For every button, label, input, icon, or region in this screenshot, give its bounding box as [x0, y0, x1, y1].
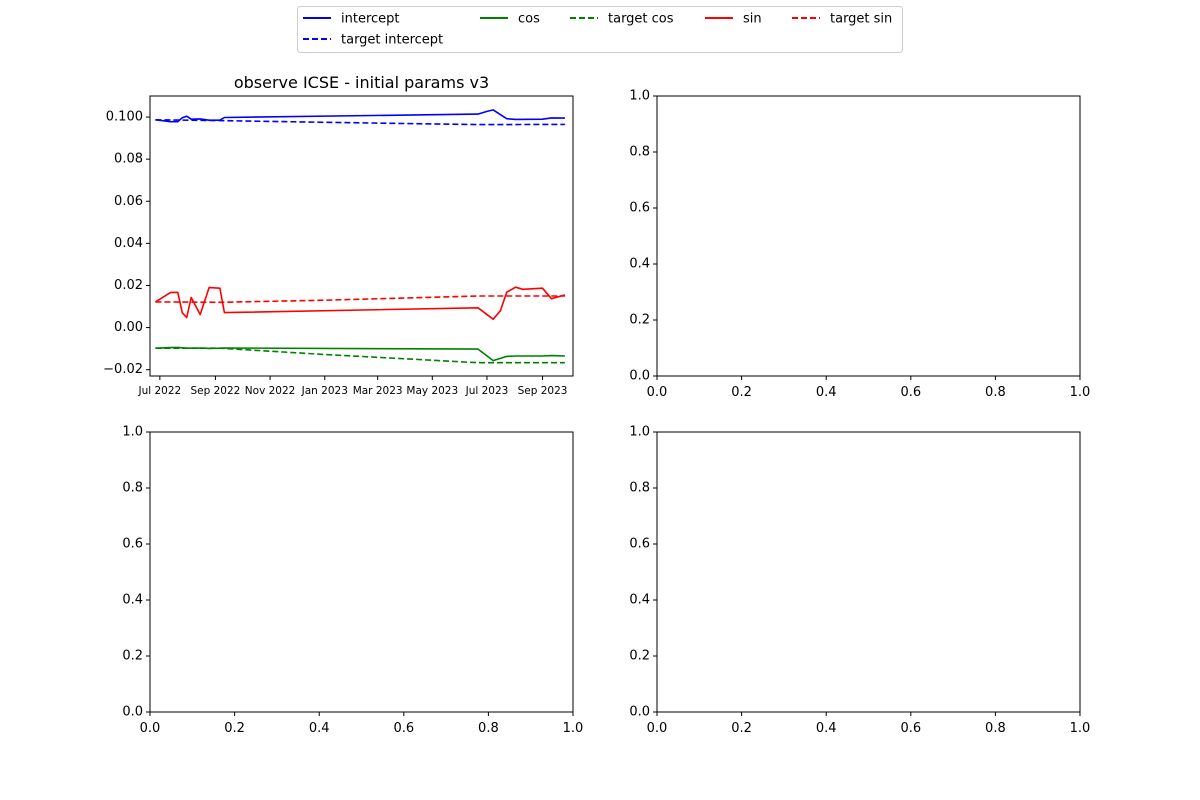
- axes-frame: [656, 431, 1081, 713]
- y-tick-label: 0.8: [122, 481, 143, 496]
- y-tick-label: 1.0: [629, 425, 650, 440]
- series-line-target-sin: [155, 295, 565, 304]
- x-tick-label: Jan 2023: [301, 385, 348, 397]
- subplot-top-right: 0.0 0.2 0.4 0.6 0.8 1.0 0.0 0.2 0.4 0.6 0.8 1.0: [629, 89, 1090, 401]
- legend-label: cos: [518, 12, 540, 27]
- y-tick-label: 0.0: [629, 369, 650, 384]
- y-tick-label: 0.8: [629, 481, 650, 496]
- legend-entry-sin: sin: [705, 12, 762, 27]
- x-tick-label: 0.0: [647, 385, 668, 400]
- y-tick-label: 0.6: [122, 537, 143, 552]
- x-tick-label: 0.0: [647, 721, 668, 736]
- x-tick-label: 1.0: [1070, 385, 1091, 400]
- legend-entry-target-sin: target sin: [792, 12, 892, 27]
- x-tick-label: 0.4: [309, 721, 330, 736]
- legend-label: sin: [743, 12, 762, 27]
- x-tick-label: Mar 2023: [353, 385, 403, 397]
- x-tick-label: 0.8: [478, 721, 499, 736]
- x-tick-label: 0.2: [224, 721, 245, 736]
- y-tick-label: 1.0: [629, 89, 650, 104]
- y-tick-label: 0.4: [629, 257, 650, 272]
- x-tick-label: Jul 2022: [137, 385, 181, 397]
- y-tick-label: 0.2: [122, 649, 143, 664]
- y-tick-label: 0.100: [106, 110, 143, 125]
- x-tick-label: 0.6: [393, 721, 414, 736]
- legend-entry-intercept: intercept: [303, 12, 400, 27]
- subplot-bottom-right: 0.0 0.2 0.4 0.6 0.8 1.0 0.0 0.2 0.4 0.6 0.8 1.0: [629, 425, 1090, 737]
- y-tick-label: 0.02: [114, 278, 143, 293]
- y-tick-label: 0.2: [629, 649, 650, 664]
- x-tick-label: 0.2: [731, 721, 752, 736]
- legend: intercept target intercept cos target cos si…: [297, 6, 903, 53]
- y-tick-label: 0.8: [629, 145, 650, 160]
- legend-label: target intercept: [341, 33, 443, 48]
- x-tick-label: 0.4: [816, 721, 837, 736]
- x-tick-label: 0.6: [900, 385, 921, 400]
- series-line-target-intercept: [155, 119, 565, 126]
- x-tick-label: 0.2: [731, 385, 752, 400]
- y-tick-label: 0.2: [629, 313, 650, 328]
- y-tick-label: 0.4: [122, 593, 143, 608]
- legend-frame: [297, 6, 903, 53]
- y-tick-label: 0.00: [114, 320, 143, 335]
- y-tick-label: 0.04: [114, 236, 143, 251]
- x-tick-label: 0.6: [900, 721, 921, 736]
- y-tick-label: 0.08: [114, 152, 143, 167]
- legend-entry-target-intercept: target intercept: [303, 33, 443, 48]
- axes-frame: [656, 95, 1081, 377]
- subplot-top-left: 0.100 0.08 0.06 0.04 0.02 0.00 −0.02 Jul 2022 Se…: [103, 73, 574, 397]
- y-tick-label: 0.06: [114, 194, 143, 209]
- series-lines: [154, 109, 566, 364]
- y-tick-label: 0.0: [629, 705, 650, 720]
- legend-entry-target-cos: target cos: [570, 12, 674, 27]
- x-tick-label: 0.4: [816, 385, 837, 400]
- legend-label: intercept: [341, 12, 400, 27]
- y-tick-label: 0.6: [629, 201, 650, 216]
- x-tick-label: 1.0: [1070, 721, 1091, 736]
- legend-label: target sin: [830, 12, 892, 27]
- y-tick-label: 0.6: [629, 537, 650, 552]
- x-tick-label: 0.0: [140, 721, 161, 736]
- x-tick-label: May 2023: [406, 385, 458, 397]
- x-tick-label: Sep 2022: [190, 385, 240, 397]
- axes-frame: [149, 95, 574, 377]
- x-tick-label: 1.0: [563, 721, 584, 736]
- x-tick-label: 0.8: [985, 721, 1006, 736]
- series-line-sin: [154, 286, 566, 321]
- legend-label: target cos: [608, 12, 674, 27]
- legend-entry-cos: cos: [480, 12, 540, 27]
- y-tick-label: 0.4: [629, 593, 650, 608]
- chart-title: observe ICSE - initial params v3: [234, 73, 489, 92]
- series-line-target-cos: [155, 347, 565, 364]
- x-tick-label: Jul 2023: [465, 385, 509, 397]
- subplot-bottom-left: 0.0 0.2 0.4 0.6 0.8 1.0 0.0 0.2 0.4 0.6 0.8 1.0: [122, 425, 583, 737]
- x-tick-label: Nov 2022: [245, 385, 296, 397]
- y-tick-label: 0.0: [122, 705, 143, 720]
- x-tick-label: Sep 2023: [518, 385, 568, 397]
- y-tick-label: −0.02: [103, 362, 143, 377]
- y-tick-label: 1.0: [122, 425, 143, 440]
- x-tick-label: 0.8: [985, 385, 1006, 400]
- axes-frame: [149, 431, 574, 713]
